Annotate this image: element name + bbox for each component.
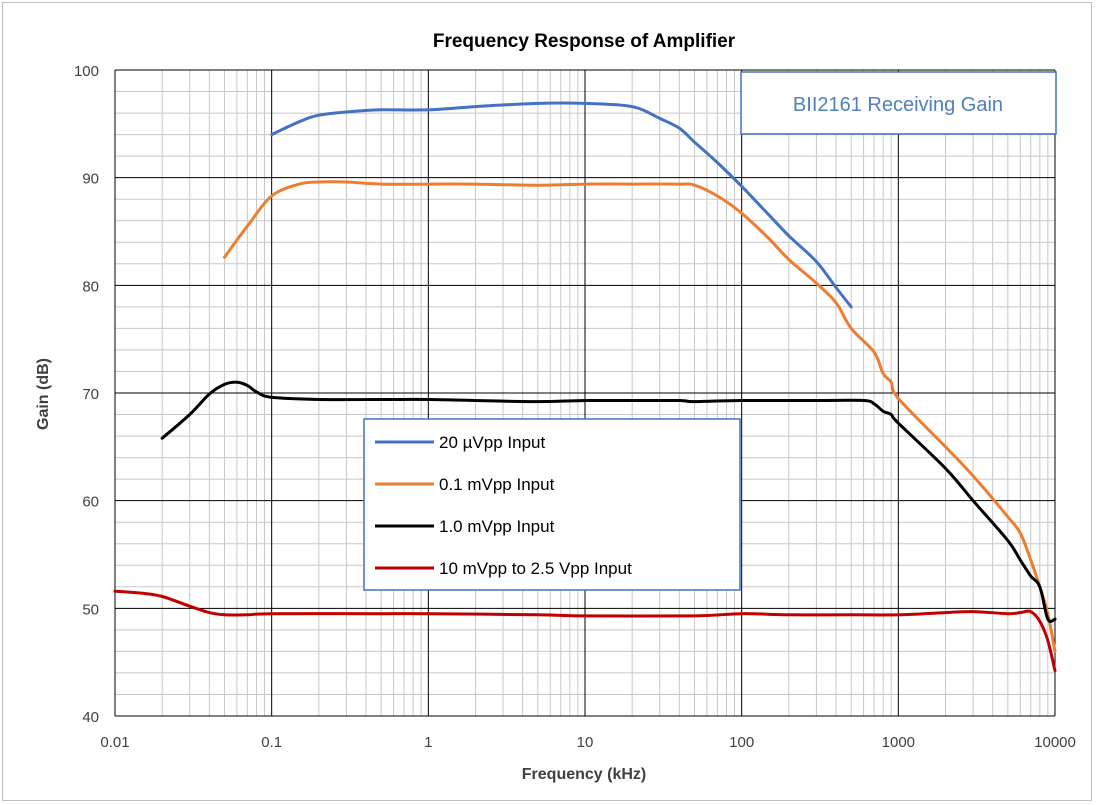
x-tick-label: 1000 [882, 734, 915, 751]
series-line-4 [113, 589, 1057, 673]
series-layer [113, 101, 1057, 673]
legend-label: 0.1 mVpp Input [439, 475, 555, 494]
x-tick-label: 0.01 [100, 734, 129, 751]
chart-title: Frequency Response of Amplifier [433, 31, 736, 52]
annotation-border [740, 71, 1057, 135]
x-tick-label: 0.1 [261, 734, 282, 751]
y-tick-label: 100 [74, 63, 99, 80]
y-tick-label: 40 [82, 709, 99, 726]
x-tick-label: 10000 [1034, 734, 1076, 751]
legend-label: 20 µVpp Input [439, 433, 545, 452]
y-tick-label: 80 [82, 278, 99, 295]
series-line-3 [160, 380, 1057, 623]
legend-border [363, 418, 741, 591]
series-line-1 [270, 101, 853, 309]
y-axis-title: Gain (dB) [35, 358, 52, 430]
y-tick-label: 60 [82, 494, 99, 511]
y-tick-label: 90 [82, 171, 99, 188]
x-axis-title: Frequency (kHz) [522, 766, 646, 783]
y-tick-label: 50 [82, 601, 99, 618]
x-tick-label: 1 [424, 734, 432, 751]
x-tick-label: 10 [577, 734, 594, 751]
y-tick-label: 70 [82, 386, 99, 403]
series-line-2 [223, 180, 1057, 653]
major-gridlines [114, 69, 1056, 717]
legend-label: 1.0 mVpp Input [439, 517, 555, 536]
x-tick-label: 100 [729, 734, 754, 751]
tick-labels: 0.01 0.1 1 10 100 1000 10000 40 50 60 70 80 90 100 [74, 63, 1076, 751]
legend-label: 10 mVpp to 2.5 Vpp Input [439, 559, 632, 578]
legend: 20 µVpp Input 0.1 mVpp Input 1.0 mVpp Inpu… [363, 418, 741, 591]
annotation-box: BII2161 Receiving Gain [740, 71, 1057, 135]
annotation-text: BII2161 Receiving Gain [793, 94, 1003, 116]
